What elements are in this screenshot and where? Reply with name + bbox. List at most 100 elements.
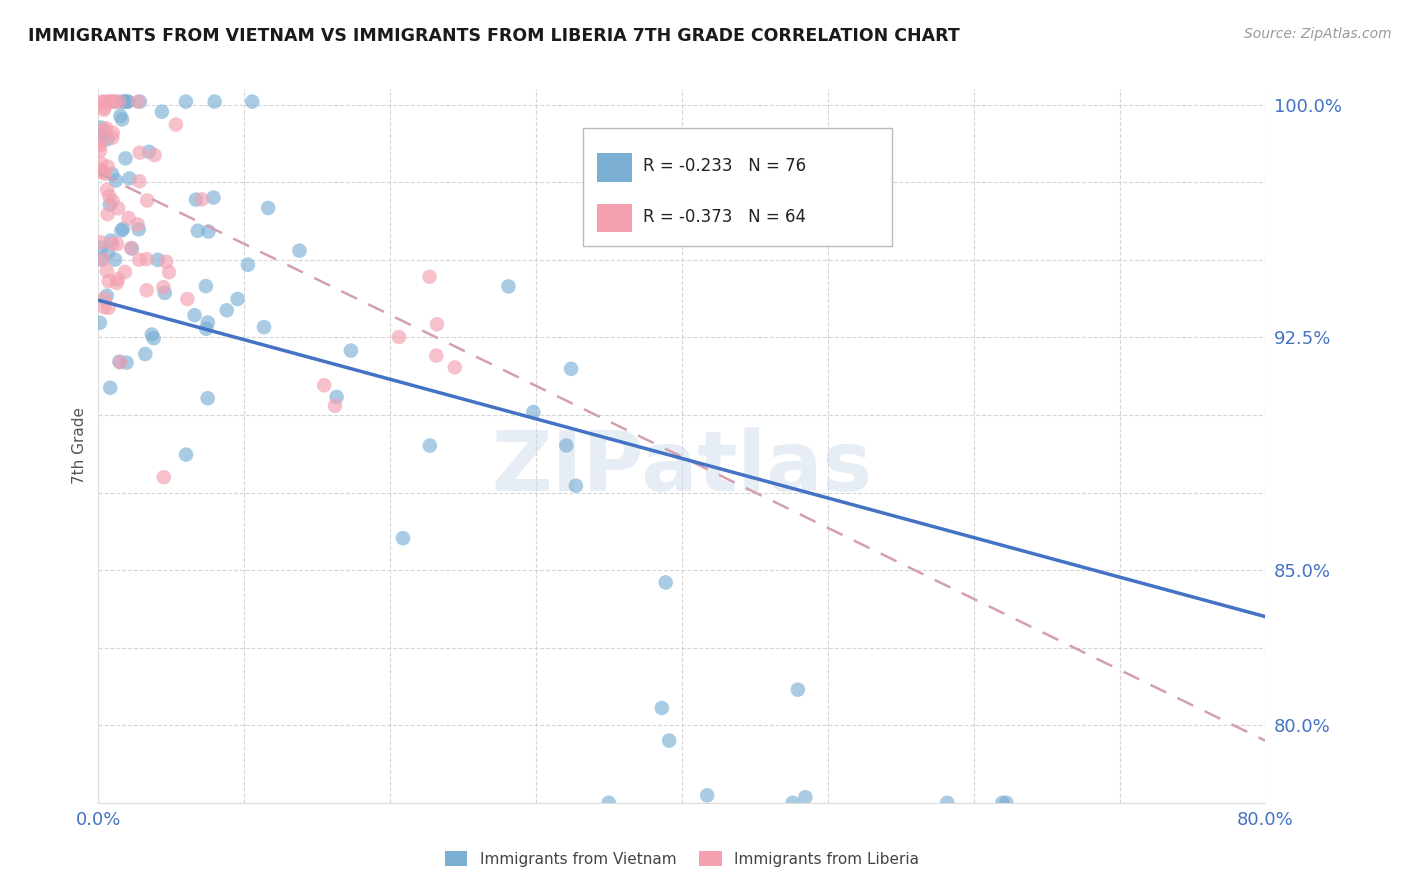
Point	[114, 265, 136, 279]
Point	[89, 138, 111, 153]
Point	[127, 218, 149, 232]
Point	[93, 101, 115, 115]
Point	[96, 207, 118, 221]
Point	[91, 165, 114, 179]
Point	[128, 252, 150, 267]
Point	[96, 132, 118, 146]
Point	[388, 330, 411, 344]
Point	[142, 331, 165, 345]
Point	[98, 95, 121, 109]
Point	[107, 202, 129, 216]
Point	[146, 252, 169, 267]
Point	[288, 244, 311, 258]
Point	[93, 300, 115, 314]
Point	[96, 264, 118, 278]
Point	[498, 279, 520, 293]
Point	[93, 103, 115, 117]
Point	[117, 95, 139, 109]
Point	[90, 241, 112, 255]
Point	[104, 95, 127, 109]
Point	[143, 148, 166, 162]
Point	[104, 252, 127, 267]
Point	[93, 95, 115, 109]
Point	[98, 95, 121, 109]
Point	[215, 303, 238, 318]
Point	[150, 104, 173, 119]
Point	[560, 361, 582, 376]
Point	[696, 789, 718, 803]
Point	[128, 95, 150, 109]
Point	[96, 183, 118, 197]
Point	[194, 279, 217, 293]
Point	[782, 796, 804, 810]
FancyBboxPatch shape	[596, 204, 631, 233]
Point	[197, 391, 219, 405]
FancyBboxPatch shape	[596, 153, 631, 182]
Point	[204, 95, 226, 109]
Point	[89, 144, 111, 158]
Point	[111, 112, 134, 127]
Point	[651, 701, 673, 715]
Point	[112, 221, 135, 235]
Point	[240, 95, 263, 109]
Point	[110, 109, 132, 123]
Point	[94, 167, 117, 181]
Point	[97, 301, 120, 315]
Point	[197, 316, 219, 330]
Text: R = -0.373   N = 64: R = -0.373 N = 64	[644, 208, 807, 226]
Point	[443, 360, 465, 375]
Point	[101, 130, 124, 145]
Point	[112, 95, 135, 109]
Point	[117, 95, 139, 109]
Text: Source: ZipAtlas.com: Source: ZipAtlas.com	[1244, 27, 1392, 41]
Point	[89, 316, 111, 330]
Point	[115, 356, 138, 370]
Point	[794, 790, 817, 805]
Point	[120, 241, 142, 255]
Point	[114, 152, 136, 166]
Point	[936, 796, 959, 810]
Point	[89, 134, 111, 148]
Point	[107, 272, 129, 286]
Point	[419, 439, 441, 453]
Point	[183, 308, 205, 322]
Point	[128, 174, 150, 188]
Point	[153, 285, 176, 300]
Point	[555, 438, 578, 452]
Point	[392, 531, 415, 545]
Point	[105, 276, 128, 290]
Point	[323, 399, 346, 413]
Point	[155, 254, 177, 268]
Point	[176, 292, 198, 306]
Point	[100, 95, 122, 109]
Point	[157, 265, 180, 279]
Point	[253, 320, 276, 334]
Point	[89, 162, 111, 177]
Text: ZIPatlas: ZIPatlas	[492, 427, 872, 508]
Point	[93, 292, 115, 306]
Point	[97, 274, 120, 288]
Point	[90, 252, 112, 267]
Point	[91, 252, 114, 267]
Point	[786, 682, 808, 697]
Point	[101, 236, 124, 251]
Text: IMMIGRANTS FROM VIETNAM VS IMMIGRANTS FROM LIBERIA 7TH GRADE CORRELATION CHART: IMMIGRANTS FROM VIETNAM VS IMMIGRANTS FR…	[28, 27, 960, 45]
Point	[136, 194, 159, 208]
Point	[522, 405, 544, 419]
Point	[108, 95, 131, 109]
Point	[98, 381, 121, 395]
Point	[128, 145, 150, 160]
Point	[103, 95, 125, 109]
Point	[991, 796, 1014, 810]
Point	[118, 171, 141, 186]
Point	[91, 95, 114, 109]
Point	[141, 327, 163, 342]
Point	[425, 349, 447, 363]
Point	[128, 222, 150, 236]
Point	[135, 252, 157, 267]
Point	[152, 280, 174, 294]
Point	[152, 470, 174, 484]
Point	[117, 211, 139, 225]
Point	[314, 378, 336, 392]
Point	[195, 322, 218, 336]
